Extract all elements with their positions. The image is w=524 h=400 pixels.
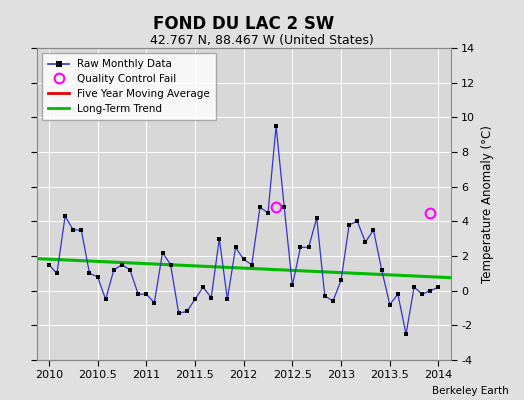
Y-axis label: Temperature Anomaly (°C): Temperature Anomaly (°C) — [481, 125, 494, 283]
Text: Berkeley Earth: Berkeley Earth — [432, 386, 508, 396]
Title: FOND DU LAC 2 SW: FOND DU LAC 2 SW — [153, 14, 334, 32]
Text: 42.767 N, 88.467 W (United States): 42.767 N, 88.467 W (United States) — [150, 34, 374, 47]
Legend: Raw Monthly Data, Quality Control Fail, Five Year Moving Average, Long-Term Tren: Raw Monthly Data, Quality Control Fail, … — [42, 53, 216, 120]
